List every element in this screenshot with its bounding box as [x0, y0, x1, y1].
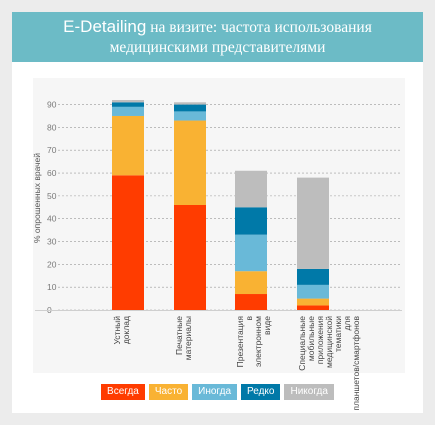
bar-segment — [174, 111, 206, 121]
bar-segment — [235, 207, 267, 235]
bar-segment — [297, 298, 329, 306]
legend-item: Всегда — [101, 384, 145, 400]
y-tick-label: 40 — [47, 214, 57, 224]
y-tick-label: 20 — [47, 259, 57, 269]
bar-segment — [235, 234, 267, 272]
legend-item: Никогда — [284, 384, 334, 400]
x-tick-label: Специальныемобильныеприложениямедицинско… — [297, 316, 361, 411]
bar-segment — [112, 115, 144, 176]
title-line-2: медицинскими представителями — [109, 39, 326, 56]
bar-segment — [174, 205, 206, 310]
title-part-edetailing: E-Detailing — [63, 17, 147, 36]
legend-item: Часто — [148, 384, 189, 400]
bar-segment — [112, 106, 144, 116]
y-tick-label: 30 — [47, 237, 57, 247]
y-axis-label: % опрошенных врачей — [32, 153, 42, 243]
bar-segment — [297, 177, 329, 269]
y-tick-label: 60 — [47, 168, 57, 178]
x-tick-label: Презентациявэлектронномвиде — [235, 316, 272, 368]
bar-segment — [174, 120, 206, 205]
bar-segment — [174, 104, 206, 112]
bar-segment — [235, 170, 267, 208]
bar-segment — [112, 100, 144, 103]
page-title: E-Detailing на визите: частота использов… — [12, 12, 423, 62]
bar-segment — [235, 294, 267, 310]
x-tick-label: Печатныематериалы — [174, 316, 193, 360]
y-tick-label: 50 — [47, 191, 57, 201]
title-part-rest: на визите: частота использования — [146, 19, 372, 36]
bar-segment — [112, 175, 144, 310]
y-tick-label: 70 — [47, 145, 57, 155]
y-tick-label: 10 — [47, 282, 57, 292]
bar-segment — [112, 102, 144, 107]
legend-item: Иногда — [192, 384, 238, 400]
x-tick-label: Устныйдоклад — [112, 316, 131, 345]
chart-legend: Всегда Часто Иногда Редко Никогда — [0, 384, 435, 400]
bar-segment — [235, 271, 267, 295]
legend-item: Редко — [241, 384, 281, 400]
bar-segment — [297, 268, 329, 285]
y-tick-label: 90 — [47, 100, 57, 110]
bar-segment — [297, 305, 329, 310]
y-tick-label: 80 — [47, 122, 57, 132]
bar-segment — [297, 284, 329, 299]
bar-segment — [174, 102, 206, 105]
